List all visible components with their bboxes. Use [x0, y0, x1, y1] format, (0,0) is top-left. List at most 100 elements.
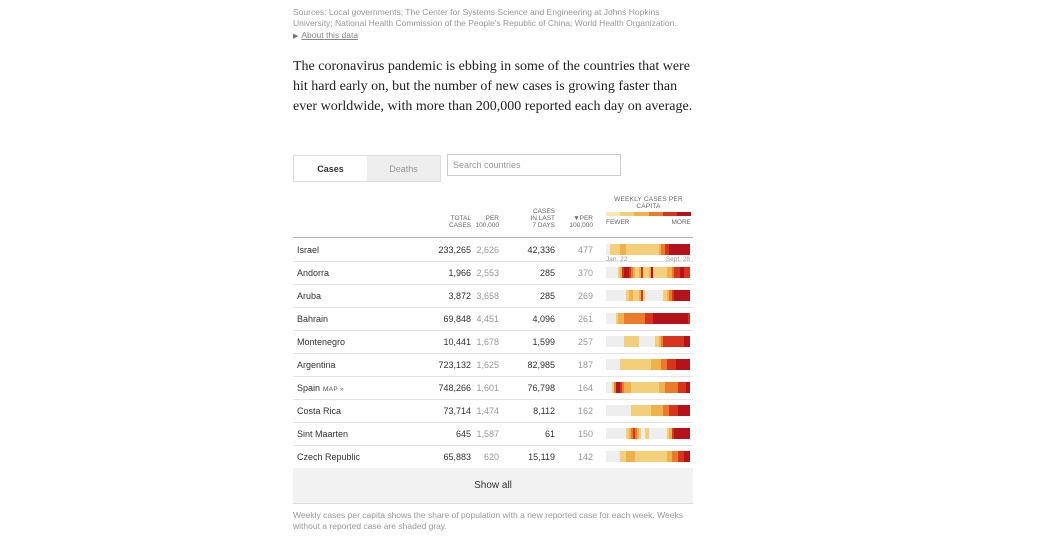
heatmap-week-cell	[651, 359, 654, 370]
heatmap-week-cell	[622, 267, 625, 278]
table-row[interactable]: Israel 233,265 2,626 42,336 477 Jan. 22 Sept. …	[293, 238, 693, 263]
table-row[interactable]: Czech Republic 65,883 620 15,119 142	[293, 445, 693, 469]
lede-paragraph: The coronavirus pandemic is ebbing in so…	[293, 59, 693, 114]
heatmap-week-cell	[640, 290, 643, 301]
heatmap-week-cell	[634, 382, 637, 393]
heatmap-week-cell	[628, 313, 631, 324]
heatmap-week-cell	[679, 382, 682, 393]
table-row[interactable]: Bahrain 69,848 4,451 4,096 261	[293, 307, 693, 331]
heatmap-week-cell	[638, 244, 641, 255]
heatmap-week-cell	[620, 405, 623, 416]
heatmap-week-cell	[655, 382, 658, 393]
table-row[interactable]: Montenegro 10,441 1,678 1,599 257	[293, 330, 693, 354]
heatmap-week-cell	[661, 382, 664, 393]
heatmap-week-cell	[653, 359, 656, 370]
heatmap-week-cell	[671, 290, 674, 301]
heatmap-week-cell	[620, 313, 623, 324]
heatmap-week-cell	[653, 405, 656, 416]
country-cell: Bahrain	[297, 315, 328, 324]
heatmap-week-cell	[683, 382, 686, 393]
heatmap-week-cell	[622, 244, 625, 255]
legend-fewer-label: FEWER	[606, 219, 630, 226]
table-row[interactable]: Spain MAP » 748,266 1,601 76,798 164	[293, 376, 693, 400]
weekly-heatmap-strip	[606, 428, 690, 439]
heatmap-week-cell	[663, 428, 666, 439]
heatmap-week-cell	[628, 382, 631, 393]
week-per-100k-cell: 162	[577, 406, 593, 416]
heatmap-week-cell	[679, 336, 682, 347]
show-all-button[interactable]: Show all	[293, 468, 693, 504]
heatmap-week-cell	[646, 359, 649, 370]
weekly-heatmap-strip	[606, 313, 690, 324]
heatmap-week-cell	[655, 313, 658, 324]
heatmap-week-cell	[644, 405, 647, 416]
heatmap-week-cell	[681, 290, 684, 301]
heatmap-week-cell	[683, 267, 686, 278]
heatmap-week-cell	[655, 244, 658, 255]
tab-deaths[interactable]: Deaths	[367, 156, 440, 181]
week-cases-cell: 8,112	[533, 406, 555, 416]
heatmap-week-cell	[651, 405, 654, 416]
heatmap-week-cell	[612, 405, 615, 416]
heatmap-week-cell	[653, 267, 656, 278]
heatmap-week-cell	[659, 405, 662, 416]
per-100k-cell: 620	[483, 452, 499, 462]
heatmap-week-cell	[673, 405, 676, 416]
map-link[interactable]: MAP »	[323, 386, 344, 393]
about-data-link[interactable]: About this data	[301, 30, 359, 40]
heatmap-week-cell	[626, 290, 629, 301]
table-row[interactable]: Aruba 3,872 3,658 285 269	[293, 284, 693, 308]
about-data-toggle[interactable]: ▶ About this data	[293, 30, 358, 40]
heatmap-week-cell	[671, 359, 674, 370]
legend-swatch	[606, 212, 621, 216]
heatmap-week-cell	[624, 405, 627, 416]
table-row[interactable]: Argentina 723,132 1,625 82,985 187	[293, 353, 693, 377]
tab-cases[interactable]: Cases	[294, 156, 367, 181]
heatmap-week-cell	[640, 267, 643, 278]
per-100k-cell: 1,601	[476, 383, 499, 393]
heatmap-week-cell	[644, 267, 647, 278]
footnote: Weekly cases per capita shows the share …	[293, 510, 683, 531]
header-week-line1: CASES	[532, 208, 555, 215]
heatmap-week-cell	[646, 405, 649, 416]
per-100k-cell: 1,587	[476, 429, 499, 439]
table-row[interactable]: Sint Maarten 645 1,587 61 150	[293, 422, 693, 446]
legend-more-label: MORE	[671, 219, 692, 226]
heatmap-week-cell	[632, 428, 635, 439]
heatmap-week-cell	[677, 428, 680, 439]
heatmap-week-cell	[673, 359, 676, 370]
heatmap-week-cell	[687, 290, 690, 301]
heatmap-week-cell	[608, 244, 611, 255]
heatmap-week-cell	[657, 359, 660, 370]
heatmap-week-cell	[661, 451, 664, 462]
heatmap-week-cell	[679, 451, 682, 462]
heatmap-week-cell	[651, 290, 654, 301]
week-per-100k-cell: 187	[577, 360, 593, 370]
heatmap-week-cell	[640, 451, 643, 462]
table-row[interactable]: Andorra 1,966 2,553 285 370	[293, 261, 693, 285]
heatmap-week-cell	[616, 290, 619, 301]
country-cell: Andorra	[297, 269, 329, 278]
heatmap-week-cell	[620, 267, 623, 278]
heatmap-week-cell	[679, 244, 682, 255]
heatmap-week-cell	[648, 451, 652, 462]
heatmap-week-cell	[671, 244, 674, 255]
heatmap-week-cell	[626, 451, 629, 462]
header-week-per-100k-sort[interactable]: ▼PER 100,000	[570, 215, 594, 229]
heatmap-week-cell	[646, 313, 649, 324]
legend-swatch	[662, 212, 677, 216]
heatmap-week-cell	[681, 382, 684, 393]
heatmap-week-cell	[685, 336, 688, 347]
heatmap-week-cell	[687, 359, 690, 370]
search-countries-input[interactable]: Search countries	[447, 154, 621, 176]
heatmap-week-cell	[671, 313, 674, 324]
week-per-100k-cell: 150	[577, 429, 593, 439]
heatmap-week-cell	[651, 244, 654, 255]
heatmap-week-cell	[642, 244, 645, 255]
table-row[interactable]: Costa Rica 73,714 1,474 8,112 162	[293, 399, 693, 423]
total-cases-cell: 645	[455, 429, 471, 439]
heatmap-week-cell	[628, 359, 631, 370]
heatmap-week-cell	[685, 382, 688, 393]
heatmap-week-cell	[624, 290, 627, 301]
heatmap-week-cell	[616, 336, 619, 347]
